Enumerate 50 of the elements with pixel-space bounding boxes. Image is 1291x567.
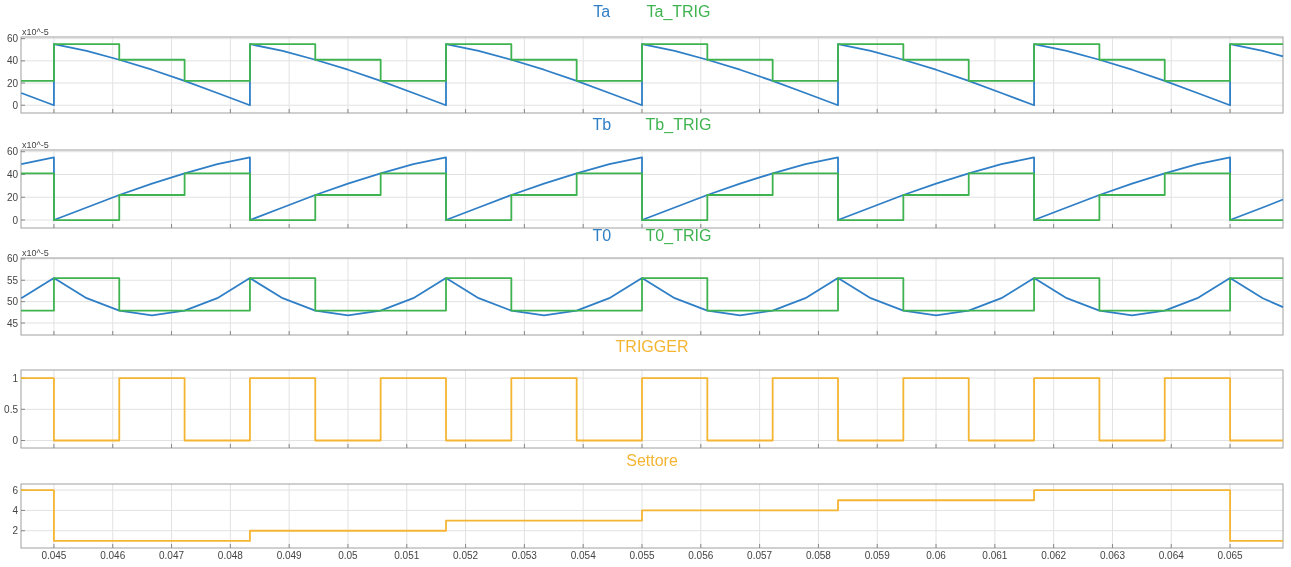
x-tick-label: 0.063 [1099,550,1126,561]
y-tick-label: 20 [6,77,19,89]
series-label: TRIGGER [615,338,689,355]
text: Ta [593,3,611,20]
x-tick-label: 0.057 [747,550,773,561]
x-tick-label: 0.046 [100,550,126,561]
x-tick-label: 0.047 [159,550,185,561]
y-tick-label: 50 [6,296,19,308]
series-label: Tb [592,116,612,133]
x-tick-label: 0.055 [629,550,655,561]
x-tick-label: 0.048 [217,550,244,561]
x-tick-label: 0.05 [338,550,359,561]
y-tick-label: 45 [6,317,19,329]
y-tick-label: 0 [12,214,19,226]
x-tick-label: 0.056 [688,550,714,561]
y-tick-label: 40 [6,168,19,180]
x-tick-label: 0.06 [926,550,947,561]
text: Tb_TRIG [645,116,712,134]
y-tick-label: 60 [6,146,19,158]
text: T0 [592,227,612,244]
x-tick-label: 0.054 [570,550,597,561]
x-tick-label: 0.061 [982,550,1008,561]
x-tick-label: 0.065 [1217,550,1244,561]
y-tick-label: 4 [12,504,19,516]
y-tick-label: 60 [6,33,19,45]
y-tick-label: 6 [12,484,19,496]
x-tick-label: 0.064 [1158,550,1185,561]
x-tick-label: 0.051 [394,550,420,561]
y-tick-label: 0.5 [4,403,19,415]
text: T0_TRIG [645,227,712,245]
x-tick-label: 0.062 [1041,550,1067,561]
y-tick-label: 20 [6,191,19,203]
y-tick-label: 40 [6,55,19,67]
y-tick-label: 1 [12,372,19,384]
x-tick-label: 0.052 [453,550,479,561]
x-tick-label: 0.053 [511,550,538,561]
text: Settore [626,452,678,469]
x-tick-label: 0.058 [805,550,832,561]
y-tick-label: 55 [6,274,19,286]
y-tick-label: 2 [12,525,19,537]
y-axis-title: x10^-5 [22,248,49,258]
x-tick-label: 0.045 [41,550,67,561]
series-label: Ta_TRIG [646,3,711,21]
y-axis-title: x10^-5 [22,27,49,37]
y-tick-label: 60 [6,253,19,265]
y-tick-label: 0 [12,435,19,447]
y-axis-title: x10^-5 [22,140,49,150]
y-tick-label: 0 [12,99,19,111]
x-tick-label: 0.049 [276,550,303,561]
x-tick-label: 0.059 [864,550,891,561]
